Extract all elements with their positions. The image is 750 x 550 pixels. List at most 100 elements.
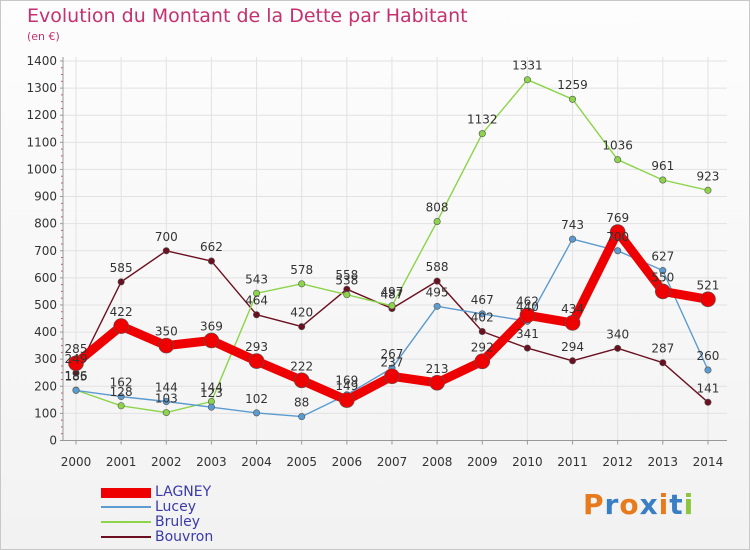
data-point-bouvron xyxy=(569,357,577,365)
data-point-lucey xyxy=(659,267,667,275)
x-tick-label: 2007 xyxy=(377,455,408,469)
data-point-lucey xyxy=(433,302,441,310)
data-label-lucey: 144 xyxy=(155,380,178,394)
data-label-lucey: 169 xyxy=(335,374,358,388)
data-point-bruley xyxy=(388,302,396,310)
data-label-bruley: 808 xyxy=(426,200,449,214)
data-label-lagney: 422 xyxy=(110,305,133,319)
data-label-bouvron: 249 xyxy=(65,352,88,366)
data-label-lucey: 627 xyxy=(651,250,674,264)
data-label-bruley: 497 xyxy=(381,285,404,299)
legend-label-lucey: Lucey xyxy=(155,499,197,515)
y-tick-label: 500 xyxy=(34,298,57,312)
data-label-bruley: 961 xyxy=(651,159,674,173)
data-label-lagney: 149 xyxy=(335,379,358,393)
data-label-bouvron: 487 xyxy=(381,287,404,301)
data-point-lucey xyxy=(478,310,486,318)
data-label-lucey: 260 xyxy=(697,349,720,363)
data-point-lagney xyxy=(655,283,671,300)
legend-swatch-bouvron xyxy=(101,536,151,538)
data-label-bruley: 578 xyxy=(290,263,313,277)
y-tick-label: 800 xyxy=(34,217,57,231)
data-point-bouvron xyxy=(478,328,486,336)
y-tick-label: 900 xyxy=(34,190,57,204)
data-label-lagney: 292 xyxy=(471,340,494,354)
data-label-bouvron: 141 xyxy=(697,381,720,395)
data-point-lucey xyxy=(162,397,170,405)
x-tick-label: 2004 xyxy=(241,455,272,469)
data-label-bouvron: 662 xyxy=(200,240,223,254)
data-point-lagney xyxy=(609,224,626,240)
data-label-bruley: 144 xyxy=(200,380,223,394)
data-point-bruley xyxy=(253,289,261,297)
data-label-lucey: 700 xyxy=(606,230,629,244)
legend-swatch-lagney xyxy=(101,488,151,498)
y-tick-label: 1100 xyxy=(26,135,57,149)
data-label-lagney: 237 xyxy=(381,355,404,369)
data-point-lagney xyxy=(700,291,716,308)
data-point-bouvron xyxy=(162,247,170,255)
data-label-lagney: 285 xyxy=(65,342,88,356)
data-label-bouvron: 558 xyxy=(335,268,358,282)
data-point-lagney xyxy=(293,372,310,389)
chart-subtitle: (en €) xyxy=(27,30,60,43)
data-label-bouvron: 420 xyxy=(290,306,313,320)
x-tick-label: 2013 xyxy=(648,455,679,469)
data-label-lucey: 102 xyxy=(245,392,268,406)
y-tick-label: 600 xyxy=(34,271,57,285)
y-tick-label: 700 xyxy=(34,244,57,258)
data-label-lucey: 88 xyxy=(294,396,309,410)
data-label-bruley: 1259 xyxy=(557,78,588,92)
y-tick-label: 1300 xyxy=(26,81,57,95)
data-point-bruley xyxy=(523,76,531,84)
data-point-lagney xyxy=(474,353,491,370)
legend-label-bruley: Bruley xyxy=(155,514,201,530)
y-tick-label: 1400 xyxy=(26,54,57,68)
data-label-bouvron: 341 xyxy=(516,327,539,341)
x-tick-label: 2005 xyxy=(286,455,317,469)
data-point-lagney xyxy=(68,355,84,372)
data-point-bruley xyxy=(298,280,306,288)
y-tick-label: 0 xyxy=(49,434,57,448)
legend-label-bouvron: Bouvron xyxy=(155,529,214,545)
y-tick-label: 400 xyxy=(34,325,57,339)
x-tick-label: 2009 xyxy=(467,455,498,469)
data-point-lagney xyxy=(158,337,175,354)
data-label-lagney: 293 xyxy=(245,340,268,354)
y-tick-label: 1200 xyxy=(26,108,57,122)
data-label-lagney: 369 xyxy=(200,319,223,333)
data-label-bruley: 1331 xyxy=(512,59,543,73)
data-point-bruley xyxy=(659,176,667,184)
data-label-bruley: 186 xyxy=(65,369,88,383)
chart-title: Evolution du Montant de la Dette par Hab… xyxy=(27,5,468,27)
data-point-lagney xyxy=(113,318,129,334)
data-label-lucey: 185 xyxy=(65,369,88,383)
data-point-lagney xyxy=(339,392,355,408)
data-label-bruley: 543 xyxy=(245,272,268,286)
data-label-lucey: 267 xyxy=(381,347,404,361)
x-tick-label: 2006 xyxy=(332,455,363,469)
data-point-lagney xyxy=(248,353,265,369)
data-label-bouvron: 700 xyxy=(155,230,178,244)
data-label-bruley: 128 xyxy=(110,385,133,399)
data-label-bruley: 538 xyxy=(335,274,358,288)
data-point-lagney xyxy=(203,332,220,349)
data-label-bruley: 103 xyxy=(155,392,178,406)
x-tick-label: 2011 xyxy=(557,455,588,469)
data-point-bouvron xyxy=(298,323,306,331)
data-label-lucey: 123 xyxy=(200,386,223,400)
x-tick-label: 2008 xyxy=(422,455,453,469)
data-label-lagney: 769 xyxy=(606,211,629,225)
data-label-lucey: 440 xyxy=(516,300,539,314)
data-point-bruley xyxy=(614,156,622,164)
y-tick-label: 200 xyxy=(34,379,57,393)
y-tick-label: 300 xyxy=(34,352,57,366)
data-point-lucey xyxy=(72,386,80,394)
data-point-bouvron xyxy=(207,257,215,265)
data-label-lagney: 462 xyxy=(516,294,539,308)
x-tick-label: 2001 xyxy=(106,455,137,469)
data-point-lucey xyxy=(614,247,622,255)
data-point-bouvron xyxy=(659,359,667,367)
